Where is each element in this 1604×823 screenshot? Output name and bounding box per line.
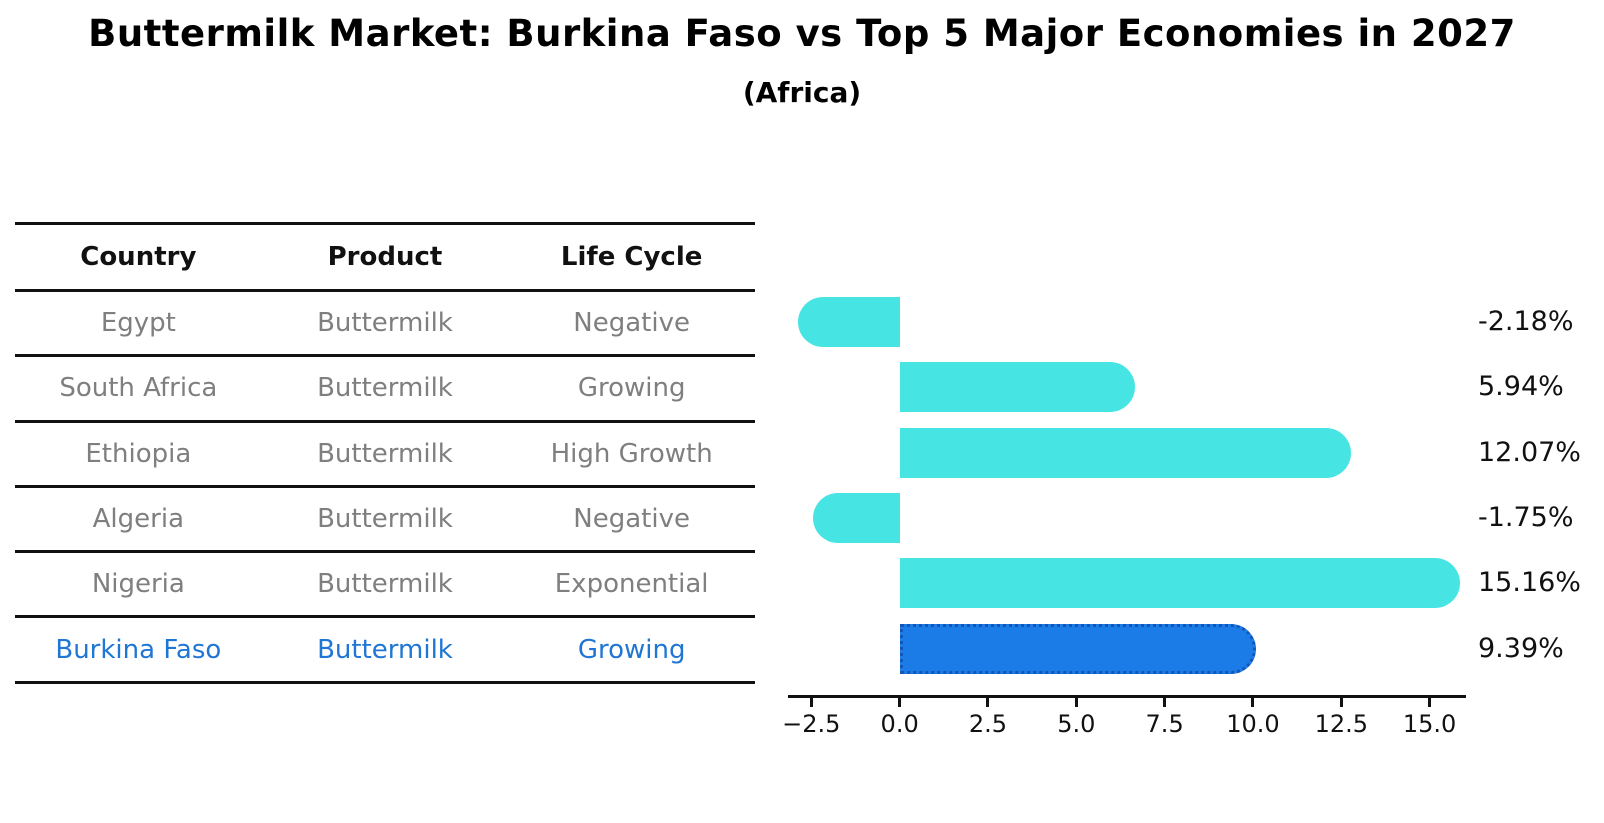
table-row: Ethiopia Buttermilk High Growth	[15, 423, 755, 488]
table-cell-country: Algeria	[92, 504, 184, 535]
x-axis-tick	[1428, 698, 1432, 707]
table-row: Nigeria Buttermilk Exponential	[15, 553, 755, 619]
table-row: South Africa Buttermilk Growing	[15, 357, 755, 423]
column-header: Life Cycle	[560, 242, 703, 272]
x-axis-tick	[1251, 698, 1255, 707]
x-axis-line	[788, 695, 1466, 698]
x-axis-tick-label: 7.5	[1145, 710, 1184, 738]
x-axis-tick-label: 15.0	[1402, 710, 1457, 738]
chart-subtitle: (Africa)	[742, 76, 862, 109]
column-header: Product	[327, 242, 443, 272]
x-axis-tick-label: 0.0	[880, 710, 919, 738]
table-cell-product: Buttermilk	[317, 438, 453, 469]
bar-south-africa	[899, 362, 1135, 413]
table-cell-product: Buttermilk	[317, 373, 453, 404]
bar-ethiopia	[899, 427, 1352, 478]
x-axis-tick	[1074, 698, 1078, 707]
bar-nigeria	[899, 558, 1461, 609]
table-cell-product: Buttermilk	[317, 569, 453, 600]
bar-value-label: 9.39%	[1478, 632, 1564, 664]
table-row: Burkina Faso Buttermilk Growing	[15, 618, 755, 684]
column-header: Country	[80, 242, 197, 272]
x-axis-tick-label: 5.0	[1057, 710, 1096, 738]
table-row: Egypt Buttermilk Negative	[15, 292, 755, 358]
table-cell-country: South Africa	[59, 373, 218, 404]
x-axis-tick	[809, 698, 813, 707]
table-cell-product: Buttermilk	[317, 634, 453, 665]
table-cell-life-cycle: Negative	[573, 308, 690, 339]
x-axis-tick-label: 12.5	[1314, 710, 1368, 738]
x-axis-tick-label: −2.5	[782, 710, 841, 738]
bar-algeria	[812, 492, 900, 543]
x-axis-tick	[1163, 698, 1167, 707]
table-cell-country: Burkina Faso	[55, 634, 222, 665]
bar-value-label: 12.07%	[1478, 436, 1581, 468]
table-cell-product: Buttermilk	[317, 308, 453, 339]
table-cell-life-cycle: Negative	[573, 504, 690, 535]
table-cell-country: Ethiopia	[85, 438, 192, 469]
bar-value-label: 5.94%	[1478, 371, 1564, 403]
bar-burkina-faso	[899, 623, 1257, 674]
table-cell-life-cycle: High Growth	[550, 438, 713, 469]
table-header-row: Country Product Life Cycle	[15, 222, 755, 292]
x-axis-tick-label: 10.0	[1226, 710, 1280, 738]
bar-value-label: -1.75%	[1478, 501, 1574, 533]
table-cell-life-cycle: Exponential	[554, 569, 709, 600]
table-cell-product: Buttermilk	[317, 504, 453, 535]
bar-value-label: -2.18%	[1478, 305, 1574, 337]
bar-egypt	[797, 297, 900, 347]
x-axis-tick	[1339, 698, 1343, 707]
x-axis-tick	[898, 698, 902, 707]
x-axis-tick	[986, 698, 990, 707]
x-axis-tick-label: 2.5	[968, 710, 1008, 738]
table-cell-country: Nigeria	[91, 569, 185, 600]
country-table: Country Product Life Cycle Egypt Buttermilk N…	[15, 222, 755, 684]
table-cell-country: Egypt	[100, 308, 176, 339]
table-cell-life-cycle: Growing	[577, 634, 686, 665]
table-row: Algeria Buttermilk Negative	[15, 488, 755, 554]
bar-value-label: 15.16%	[1478, 567, 1581, 599]
chart-title: Buttermilk Market: Burkina Faso vs Top 5…	[88, 12, 1516, 55]
table-cell-life-cycle: Growing	[577, 373, 686, 404]
